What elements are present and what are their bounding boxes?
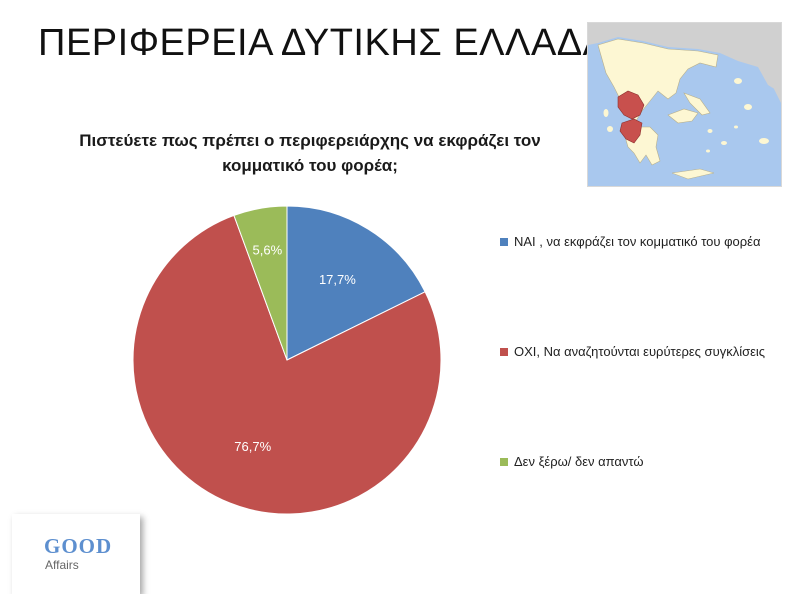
island <box>744 104 752 110</box>
pie-label-yes: 17,7% <box>319 272 356 287</box>
legend-item-no: ΟΧΙ, Να αναζητούνται ευρύτερες συγκλίσει… <box>500 342 770 382</box>
greece-map <box>588 23 781 186</box>
legend-label-yes: ΝΑΙ , να εκφράζει τον κομματικό του φορέ… <box>514 234 761 249</box>
logo-affairs-text: Affairs <box>45 558 79 572</box>
pie-label-no: 76,7% <box>234 439 271 454</box>
chart-title: Πιστεύετε πως πρέπει ο περιφερειάρχης να… <box>79 131 541 175</box>
island <box>734 78 742 84</box>
crete <box>671 168 715 180</box>
ionian-island <box>603 109 609 117</box>
pie-slice-no <box>132 214 442 515</box>
euboea <box>683 92 711 116</box>
island <box>706 149 710 153</box>
legend-swatch-dont-know <box>500 458 508 466</box>
legend-swatch-no <box>500 348 508 356</box>
attica <box>667 108 699 124</box>
pie-slice-yes <box>286 205 426 361</box>
legend-swatch-yes <box>500 238 508 246</box>
legend-label-no: ΟΧΙ, Να αναζητούνται ευρύτερες συγκλίσει… <box>514 344 766 359</box>
ionian-island <box>607 126 613 132</box>
page-title: ΠΕΡΙΦΕΡΕΙΑ ΔΥΤΙΚΗΣ ΕΛΛΑΔΑΣ <box>38 22 633 64</box>
island <box>759 138 769 144</box>
pie-label-dont-know: 5,6% <box>253 242 283 257</box>
island <box>734 125 738 129</box>
western-greece-south <box>619 118 643 144</box>
legend-label-dont-know: Δεν ξέρω/ δεν απαντώ <box>514 454 644 469</box>
legend-item-yes: ΝΑΙ , να εκφράζει τον κομματικό του φορέ… <box>500 232 770 272</box>
island <box>707 129 713 133</box>
chart-legend: ΝΑΙ , να εκφράζει τον κομματικό του φορέ… <box>500 232 770 472</box>
map-inset <box>587 22 782 187</box>
western-greece-north <box>617 90 645 120</box>
logo-good-text: GOOD <box>44 534 113 558</box>
good-affairs-logo: GOOD Affairs <box>12 514 140 594</box>
neighbor-east <box>766 23 781 103</box>
neighbor-countries <box>588 23 781 93</box>
pie-slice-dont-know <box>233 205 288 361</box>
legend-item-dont-know: Δεν ξέρω/ δεν απαντώ <box>500 452 770 472</box>
island <box>721 141 727 145</box>
